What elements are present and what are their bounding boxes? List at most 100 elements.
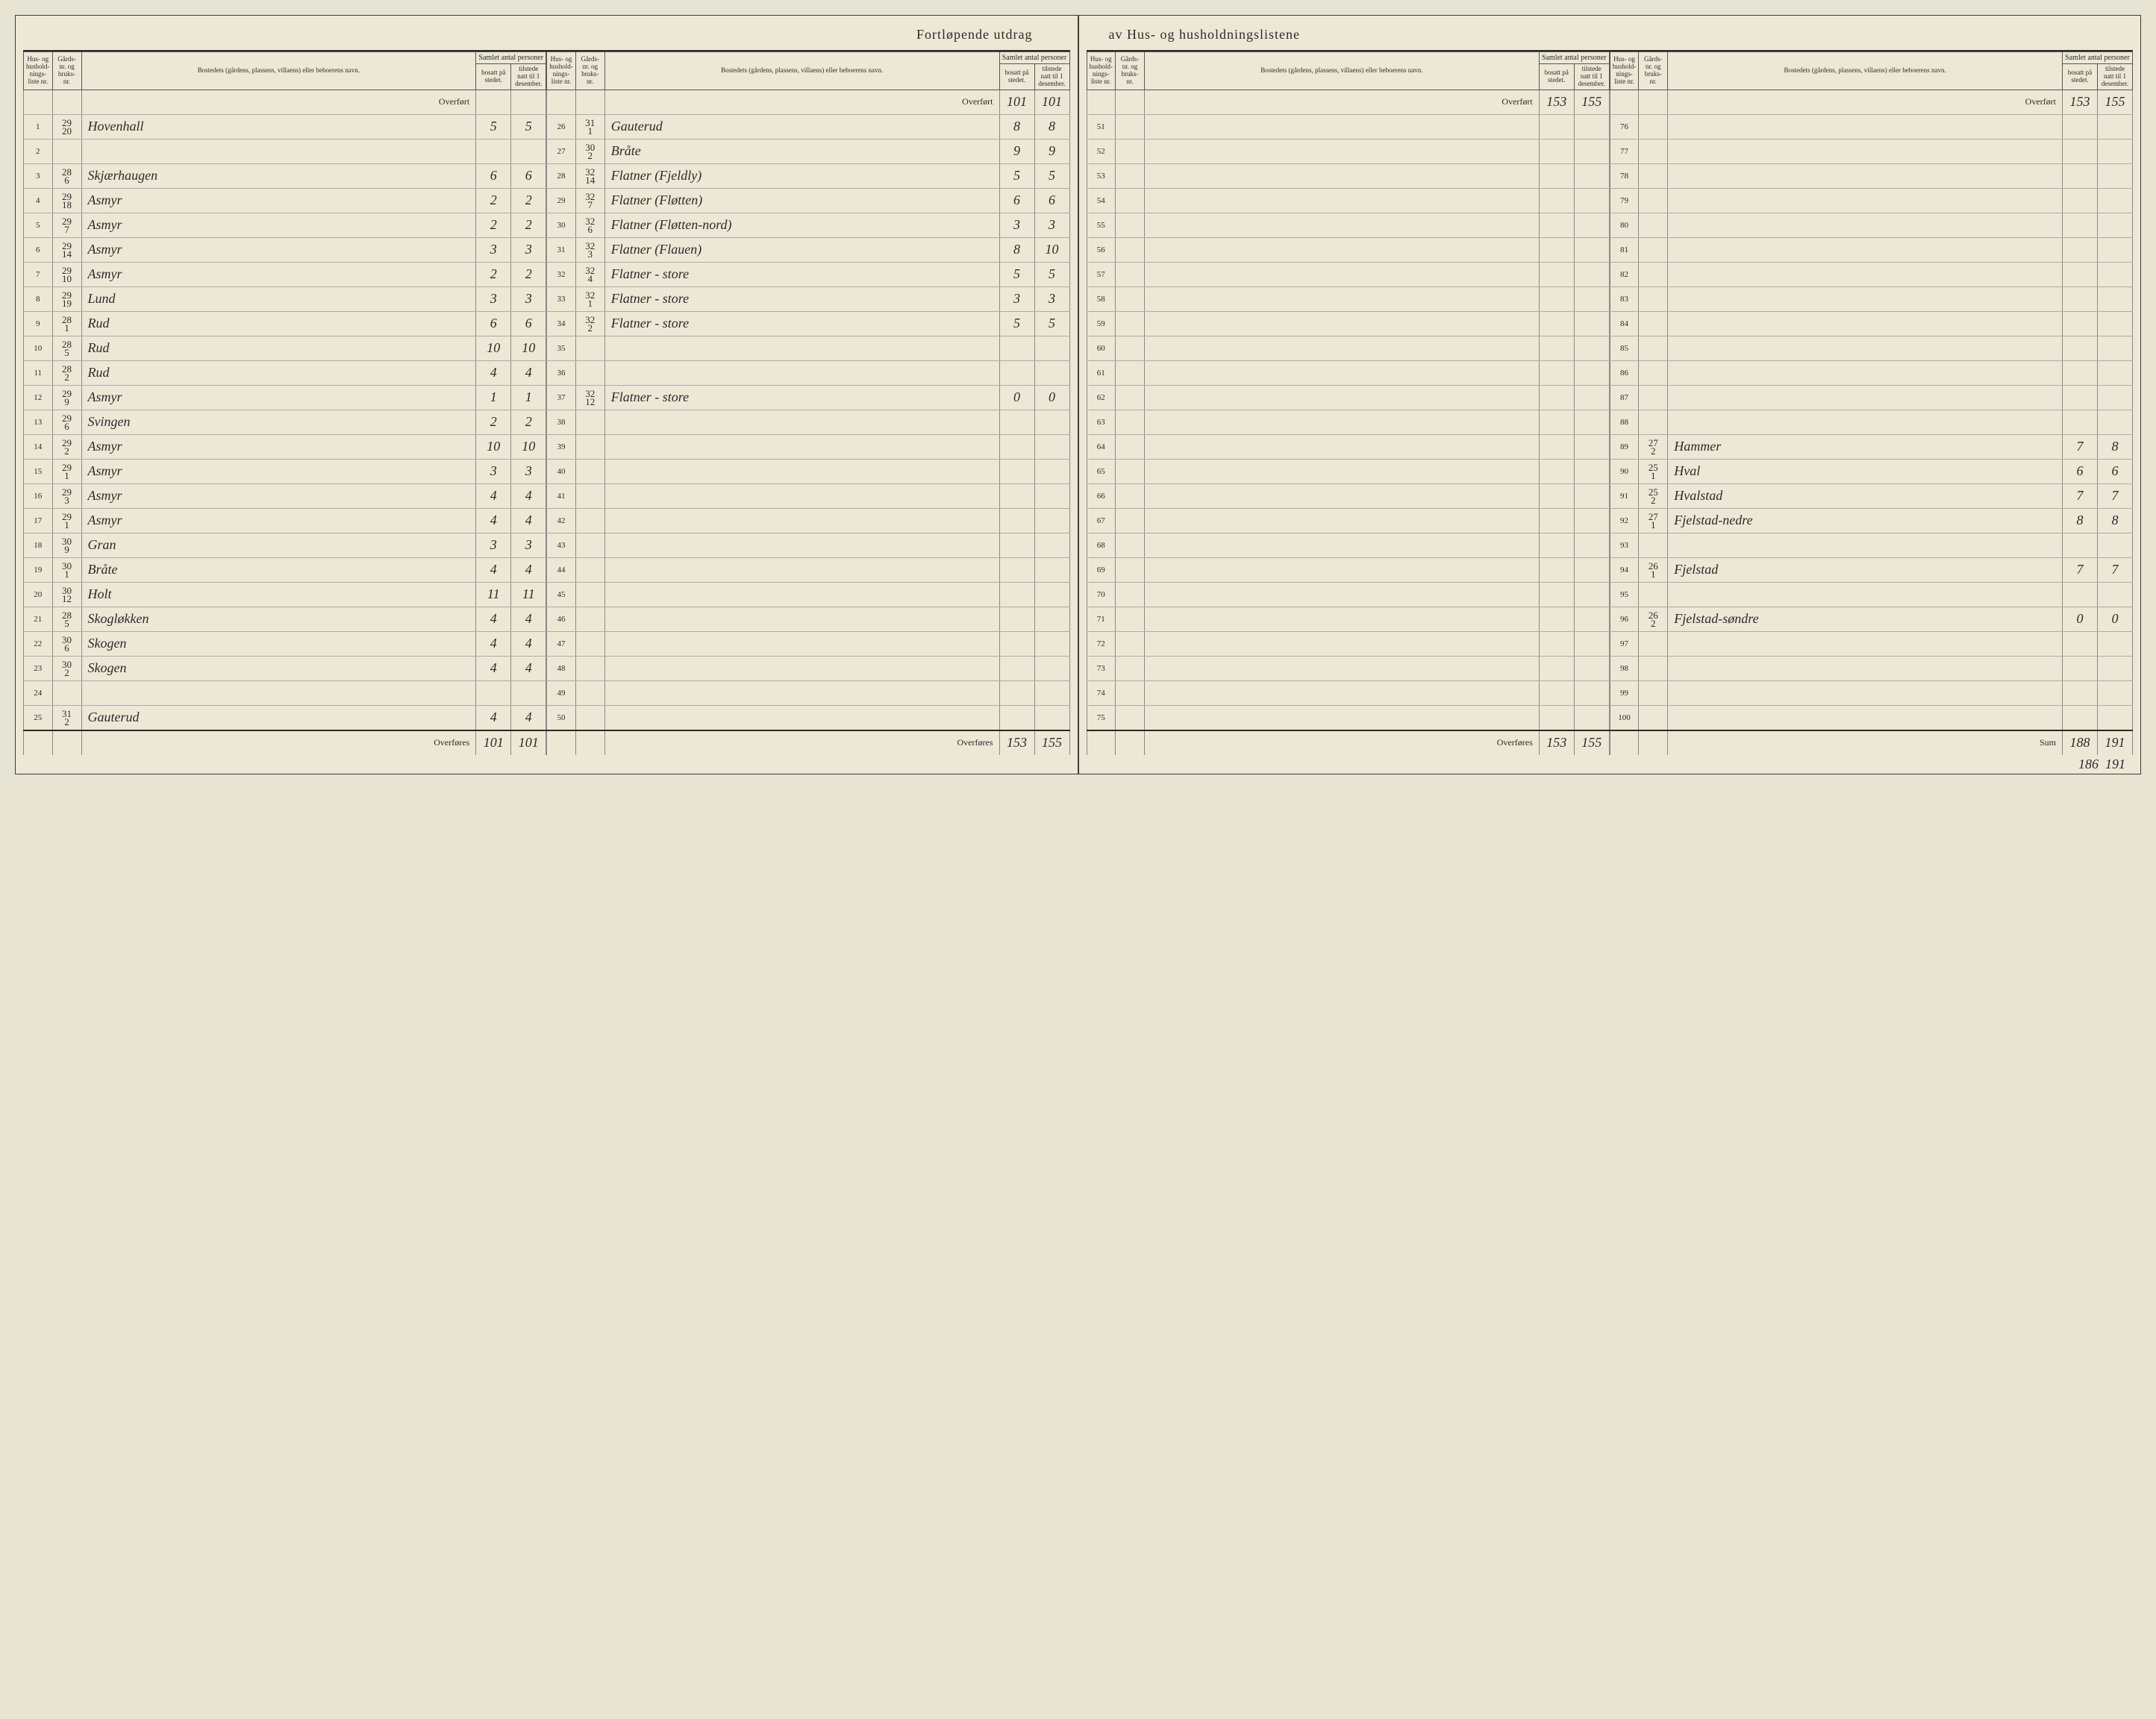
gards-nr	[1116, 311, 1145, 336]
table-row: 70	[1087, 582, 1609, 607]
bosatt-value	[1539, 680, 1574, 705]
bosatt-value: 8	[999, 237, 1034, 262]
row-number: 27	[547, 139, 576, 163]
row-number: 11	[24, 360, 53, 385]
bosatt-value	[1539, 508, 1574, 533]
gards-nr: 306	[52, 631, 81, 656]
bosted-name: Skjærhaugen	[81, 163, 476, 188]
tilstede-value	[1034, 680, 1069, 705]
footer-bosatt: 153	[1539, 730, 1574, 755]
bosted-name: Asmyr	[81, 385, 476, 410]
bosatt-value	[1539, 607, 1574, 631]
bosatt-value: 3	[476, 237, 511, 262]
bosatt-value	[1539, 188, 1574, 213]
bosted-name	[1668, 311, 2063, 336]
table-row: 16 293 Asmyr 4 4	[24, 483, 546, 508]
row-number: 17	[24, 508, 53, 533]
table-row: 92 271 Fjelstad-nedre 8 8	[1610, 508, 2132, 533]
tilstede-value	[2098, 656, 2133, 680]
table-row: 69	[1087, 557, 1609, 582]
row-number: 89	[1610, 434, 1639, 459]
row-number: 9	[24, 311, 53, 336]
tilstede-value	[2098, 311, 2133, 336]
table-row: 34 322 Flatner - store 5 5	[547, 311, 1069, 336]
row-number: 31	[547, 237, 576, 262]
gards-nr: 281	[52, 311, 81, 336]
bosted-name: Flatner - store	[604, 385, 999, 410]
table-row: 54	[1087, 188, 1609, 213]
bosted-name: Gran	[81, 533, 476, 557]
tilstede-value: 6	[1034, 188, 1069, 213]
tilstede-value	[2098, 582, 2133, 607]
gards-nr	[1116, 114, 1145, 139]
bosatt-value: 0	[999, 385, 1034, 410]
tilstede-value	[2098, 705, 2133, 730]
table-row: 80	[1610, 213, 2132, 237]
row-number: 72	[1087, 631, 1116, 656]
table-row: 99	[1610, 680, 2132, 705]
row-number: 81	[1610, 237, 1639, 262]
table-row: 57	[1087, 262, 1609, 286]
footer-tilstede: 191	[2098, 730, 2133, 755]
tilstede-value	[1574, 680, 1609, 705]
tilstede-value	[1574, 188, 1609, 213]
ledger-table: Hus- og hushold-nings-liste nr. Gårds-nr…	[1087, 51, 1610, 755]
bosatt-value: 0	[2063, 607, 2098, 631]
section-1: Hus- og hushold-nings-liste nr. Gårds-nr…	[23, 50, 546, 755]
bosatt-value: 5	[476, 114, 511, 139]
row-number: 13	[24, 410, 53, 434]
row-number: 19	[24, 557, 53, 582]
gards-nr	[1639, 139, 1668, 163]
tilstede-value	[1574, 237, 1609, 262]
gards-nr	[575, 459, 604, 483]
table-row: 41	[547, 483, 1069, 508]
bosatt-value: 4	[476, 360, 511, 385]
bosted-name	[604, 680, 999, 705]
bosatt-value: 7	[2063, 434, 2098, 459]
row-number: 97	[1610, 631, 1639, 656]
bosatt-value	[1539, 410, 1574, 434]
bosatt-value	[1539, 557, 1574, 582]
gards-nr	[575, 631, 604, 656]
tilstede-value: 4	[511, 631, 546, 656]
table-row: 75	[1087, 705, 1609, 730]
bosatt-value	[2063, 114, 2098, 139]
bosatt-value: 7	[2063, 557, 2098, 582]
tilstede-value: 4	[511, 508, 546, 533]
bosted-name: Skogløkken	[81, 607, 476, 631]
gards-nr: 321	[575, 286, 604, 311]
footer-row: Overføres 153 155	[1087, 730, 1609, 755]
bosatt-value	[2063, 631, 2098, 656]
gards-nr	[1116, 557, 1145, 582]
row-number: 71	[1087, 607, 1116, 631]
footer-label: Overføres	[604, 730, 999, 755]
bosatt-value	[999, 656, 1034, 680]
tilstede-value	[1574, 631, 1609, 656]
bosted-name	[1668, 237, 2063, 262]
gards-nr	[1116, 336, 1145, 360]
gards-nr: 3212	[575, 385, 604, 410]
table-row: 15 291 Asmyr 3 3	[24, 459, 546, 483]
bosted-name: Flatner (Flauen)	[604, 237, 999, 262]
bosted-name	[1668, 631, 2063, 656]
row-number: 54	[1087, 188, 1116, 213]
bosted-name: Skogen	[81, 656, 476, 680]
row-number: 70	[1087, 582, 1116, 607]
bosatt-value: 11	[476, 582, 511, 607]
gards-nr	[1116, 237, 1145, 262]
table-row: 27 302 Bråte 9 9	[547, 139, 1069, 163]
bosted-name: Gauterud	[81, 705, 476, 730]
row-number: 63	[1087, 410, 1116, 434]
bosted-name	[604, 410, 999, 434]
table-row: 40	[547, 459, 1069, 483]
bosted-name	[1668, 385, 2063, 410]
row-number: 68	[1087, 533, 1116, 557]
tilstede-value	[1034, 434, 1069, 459]
row-number: 90	[1610, 459, 1639, 483]
table-row: 9 281 Rud 6 6	[24, 311, 546, 336]
bosted-name	[1145, 680, 1540, 705]
row-number: 84	[1610, 311, 1639, 336]
table-row: 23 302 Skogen 4 4	[24, 656, 546, 680]
row-number: 60	[1087, 336, 1116, 360]
table-row: 17 291 Asmyr 4 4	[24, 508, 546, 533]
